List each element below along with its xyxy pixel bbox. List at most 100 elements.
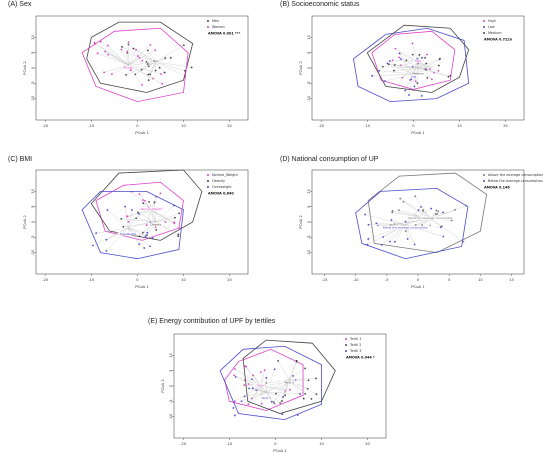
spider-line [151, 209, 166, 223]
data-point [391, 210, 394, 212]
centroid-label: Normal_Weight [141, 207, 163, 211]
data-point [106, 209, 109, 211]
data-point [382, 236, 384, 238]
data-point [299, 392, 301, 395]
data-point [439, 57, 441, 60]
spider-line [128, 227, 153, 239]
data-point [255, 389, 258, 392]
data-point [364, 213, 367, 216]
data-point [450, 219, 453, 222]
spider-line [155, 217, 175, 223]
data-point [138, 212, 140, 215]
x-tick-label: 20 [503, 124, 508, 128]
data-point [105, 249, 108, 252]
data-point [147, 73, 150, 76]
y-tick-label: 0 [307, 66, 311, 69]
data-point [247, 403, 250, 406]
data-point [160, 73, 162, 75]
spider-line [403, 201, 431, 220]
spider-line [151, 193, 161, 210]
spider-line [94, 42, 129, 66]
data-point [284, 394, 287, 397]
y-tick-label: -10 [31, 95, 35, 102]
spider-line [135, 61, 156, 75]
data-point [431, 78, 433, 81]
data-point [315, 393, 318, 396]
data-point [422, 209, 424, 211]
spider-line [155, 61, 192, 68]
data-point [141, 59, 144, 62]
data-point [233, 374, 236, 377]
x-axis-label: PCoA 1 [135, 284, 149, 289]
data-point [149, 44, 152, 46]
data-point [384, 80, 386, 83]
spider-line [121, 49, 129, 66]
spider-line [128, 228, 145, 249]
spider-line [384, 73, 414, 82]
x-tick-label: -20 [42, 278, 49, 282]
y-tick-label: -5 [31, 235, 35, 239]
data-point [125, 73, 127, 76]
spider-line [417, 67, 451, 76]
x-tick-label: -20 [318, 124, 325, 128]
y-axis-label: PCoA 2 [160, 379, 165, 393]
data-point [169, 56, 172, 59]
data-point [393, 240, 396, 243]
spider-line [241, 391, 267, 402]
legend-marker [207, 186, 209, 188]
data-point [184, 69, 186, 72]
legend-label: Obesity [212, 179, 225, 183]
data-point [404, 89, 407, 92]
spider-line [124, 206, 129, 229]
chart-c-bmi: -20 -10 0 10 20 -10 -5 0 5 10 PCoA 1 PCoA 2 Normal_W… [22, 169, 249, 289]
spider-line [394, 64, 419, 69]
data-point [151, 237, 154, 240]
panel-title-c: (C) BMI [8, 156, 33, 163]
spider-line [128, 44, 156, 63]
data-point [393, 64, 396, 66]
spider-line [389, 61, 414, 75]
data-point [389, 240, 391, 243]
spider-line [137, 212, 156, 223]
spider-line [148, 201, 156, 223]
data-point [414, 223, 417, 226]
data-point [417, 209, 420, 211]
spider-line [92, 227, 129, 246]
spider-line [233, 391, 267, 409]
x-tick-label: -10 [353, 278, 360, 282]
data-point [393, 69, 395, 72]
data-point [366, 243, 369, 246]
data-point [421, 224, 423, 226]
data-point [177, 233, 180, 236]
spider-line [106, 228, 129, 251]
data-point [439, 226, 442, 229]
group-hull [371, 30, 456, 90]
data-point [260, 402, 263, 405]
spider-line [289, 361, 297, 380]
spider-line [251, 385, 262, 399]
data-point [149, 73, 152, 76]
centroid-label: High [415, 59, 422, 63]
data-point [155, 229, 158, 231]
data-point [449, 74, 452, 77]
spider-line [399, 53, 414, 75]
centroid-label-bg [137, 207, 165, 211]
spider-line [390, 218, 431, 226]
spider-line [266, 375, 294, 393]
spider-line [417, 67, 449, 77]
data-point [177, 235, 180, 238]
spider-line [372, 73, 414, 76]
data-point [252, 374, 255, 377]
centroid-label-bg [257, 395, 275, 400]
group-hull [242, 339, 336, 414]
spider-line [417, 58, 440, 69]
y-tick-label: -10 [307, 95, 311, 102]
data-point [233, 400, 236, 403]
data-point [142, 202, 145, 205]
spider-line [148, 61, 156, 81]
data-point [182, 44, 185, 47]
data-point [158, 66, 161, 69]
data-point [147, 79, 150, 82]
legend-marker [207, 180, 209, 182]
